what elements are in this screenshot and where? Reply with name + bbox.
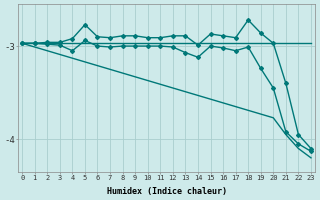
X-axis label: Humidex (Indice chaleur): Humidex (Indice chaleur) <box>107 187 227 196</box>
